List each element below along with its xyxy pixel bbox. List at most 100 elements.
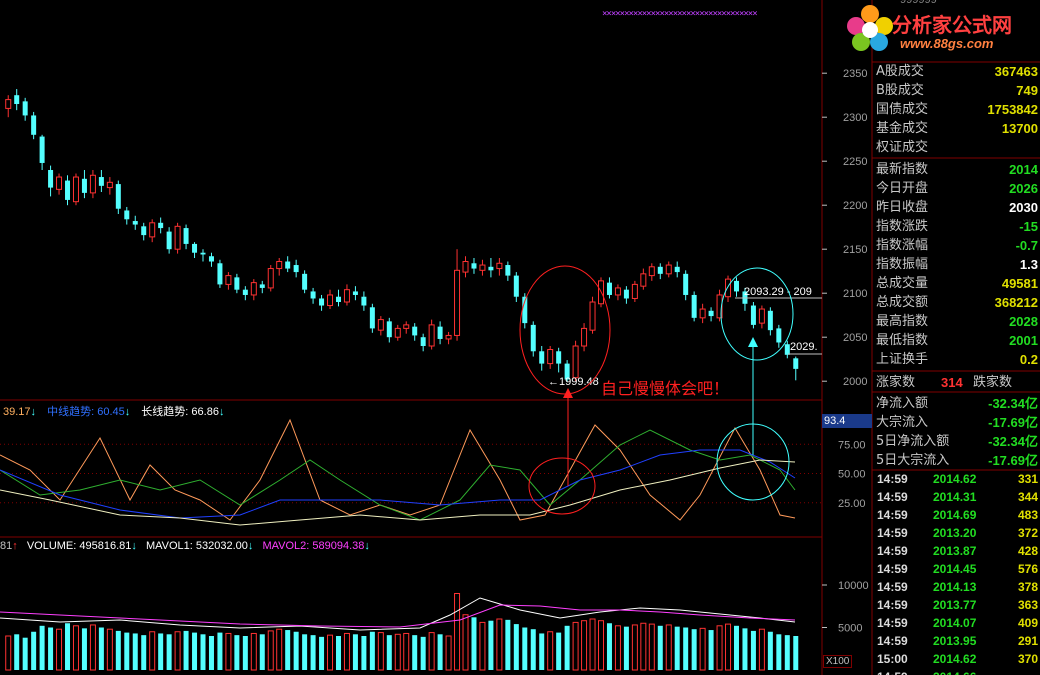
flow-row: 大宗流入 -17.69亿 (873, 413, 1040, 432)
row-label: A股成交 (876, 64, 924, 79)
volume-bar (572, 621, 579, 671)
candle-body (158, 222, 164, 229)
volume-bar (335, 636, 341, 670)
volume-bar (132, 633, 138, 670)
candle-body (733, 280, 739, 292)
candle-body (242, 289, 248, 295)
index-row: 指数涨幅 -0.7 (873, 236, 1040, 255)
index-row: 指数涨跌 -15 (873, 217, 1040, 236)
volume-bar (141, 635, 147, 670)
candle-body (124, 210, 130, 220)
candle-body (665, 264, 672, 275)
tick-volume: 483 (1017, 508, 1038, 522)
tick-price: 2014.66 (933, 668, 976, 675)
volume-tick-label: 5000 (838, 623, 862, 635)
candle-body (327, 294, 334, 307)
tick-volume: 291 (1017, 634, 1038, 648)
decline-label: 跌家数 (973, 375, 1013, 390)
volume-bar (640, 622, 647, 671)
candle-body (412, 326, 418, 336)
row-value: -17.69亿 (988, 415, 1038, 430)
price-tick-label: 2200 (843, 200, 867, 212)
volume-bar (556, 632, 562, 670)
tick-list: 14:59 2014.62 331 14:59 2014.31 344 14:59 2014.… (873, 470, 1040, 675)
volume-bar (488, 620, 494, 670)
row-value: -32.34亿 (988, 396, 1038, 411)
tick-price: 2014.45 (933, 562, 977, 576)
candle-body (674, 266, 680, 273)
tick-row: 14:59 2014.13 378 (873, 578, 1040, 596)
row-label: 大宗流入 (876, 415, 929, 430)
volume-bar (115, 630, 121, 670)
candle-body (640, 273, 647, 287)
row-value: 0.2 (1019, 352, 1038, 367)
index-panel: 最新指数 2014 今日开盘 2026 昨日收盘 2030 指数涨跌 -15 指数涨幅 -0.7 指… (873, 160, 1040, 370)
tick-price: 2013.87 (933, 544, 977, 558)
row-label: 最高指数 (876, 314, 929, 329)
row-value: 2001 (1009, 333, 1038, 348)
tick-price: 2014.62 (933, 652, 977, 666)
volume-bar (606, 623, 612, 670)
candle-body (708, 310, 714, 317)
volume-bar (547, 631, 554, 671)
candle-body (310, 291, 316, 299)
row-label: 指数振幅 (876, 257, 929, 272)
last-price-label: 2029. (790, 341, 818, 353)
volume-bar (22, 637, 28, 670)
candle-body (200, 252, 206, 255)
index-row: 最新指数 2014 (873, 160, 1040, 179)
candle-body (302, 273, 308, 290)
row-value: 2014 (1009, 162, 1038, 177)
tick-time: 14:59 (877, 634, 908, 648)
candle-body (234, 277, 240, 290)
candle-body (496, 262, 503, 270)
volume-bar (725, 623, 732, 671)
tick-row: 14:59 2014.45 576 (873, 560, 1040, 578)
candle-body (437, 326, 443, 339)
low-price-label: ←1999.48 (548, 376, 599, 388)
tick-row: 14:59 2013.87 428 (873, 542, 1040, 560)
volume-bar (369, 631, 375, 670)
fund-flow-panel: 净流入额 -32.34亿 大宗流入 -17.69亿 5日净流入额 -32.34亿 5日大宗流… (873, 394, 1040, 472)
volume-bar (56, 628, 63, 671)
mid-trend-label: 中线趋势: 60.45 (47, 406, 125, 418)
row-value: -15 (1019, 219, 1038, 234)
row-label: 净流入额 (876, 396, 929, 411)
tick-volume: 428 (1017, 544, 1038, 558)
indicator-tick-label: 25.00 (838, 498, 866, 510)
indicator-low-ellipse (528, 457, 596, 515)
candle-body (623, 289, 629, 299)
short-trend-value: 39.17 (3, 406, 31, 418)
market-row: B股成交 749 (873, 81, 1040, 100)
volume-bar (691, 629, 697, 670)
candle-body (132, 221, 138, 225)
candle-body (793, 358, 799, 369)
row-value: -17.69亿 (988, 453, 1038, 468)
row-value: -0.7 (1015, 238, 1038, 253)
volume-bar (631, 624, 638, 671)
short-trend-line (0, 418, 796, 521)
tick-row: 14:59 2014.69 483 (873, 506, 1040, 524)
volume-bar (319, 636, 325, 670)
volume-bar (733, 625, 739, 670)
volume-bar (217, 632, 223, 670)
tick-time: 15:00 (877, 652, 908, 666)
candle-body (564, 363, 570, 380)
top-symbol-strip: ××××××××××××××××××××××××××××××××××× (602, 9, 758, 19)
candle-body (420, 337, 426, 346)
tick-volume: 370 (1017, 652, 1038, 666)
volume-bar (394, 633, 401, 671)
logo-url: www.88gs.com (900, 36, 994, 51)
candle-body (556, 351, 562, 364)
tick-row: 14:59 2013.77 363 (873, 596, 1040, 614)
candle-body (81, 178, 87, 193)
tick-price: 2014.31 (933, 490, 977, 504)
candle-body (394, 327, 401, 338)
candle-body (657, 266, 663, 274)
annotation-text: 自己慢慢体会吧！ (601, 379, 730, 398)
candle-body (361, 296, 367, 306)
row-label: 最新指数 (876, 162, 929, 177)
tick-row: 14:59 2013.95 291 (873, 632, 1040, 650)
index-row: 指数振幅 1.3 (873, 255, 1040, 274)
